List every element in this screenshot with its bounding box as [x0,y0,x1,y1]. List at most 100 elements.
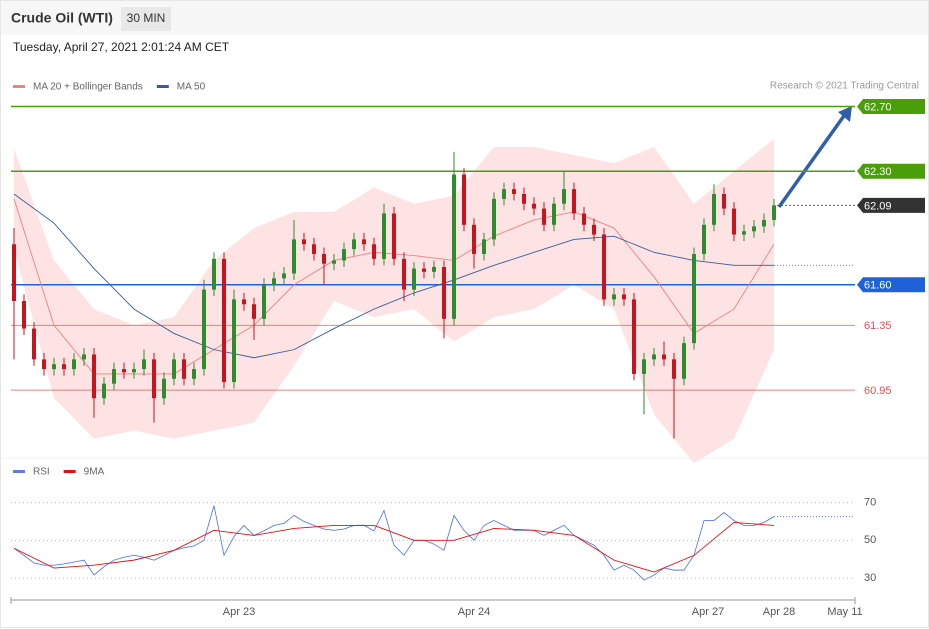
candle-body [362,239,366,245]
candle-body [442,266,446,319]
legend-label: 9MA [84,467,105,478]
candle-body [242,299,246,305]
candle-body [222,258,226,383]
y-tick-label: 50 [864,534,876,546]
candle-body [252,304,256,319]
candle-body [712,194,716,225]
legend-label: RSI [33,467,50,478]
x-tick-label: Apr 28 [763,606,795,618]
candle-body [112,369,116,384]
candle-body [42,359,46,370]
candle-body [402,258,406,290]
candle-body [582,213,586,225]
candle-body [522,194,526,204]
candle-body [502,189,506,199]
candle-body [12,244,16,301]
candle-body [662,354,666,360]
level-tag [857,98,925,114]
level-label: 62.70 [864,101,892,113]
candle-body [452,174,456,319]
level-label: 60.95 [864,385,892,397]
candle-body [422,268,426,272]
candle-body [192,369,196,379]
timeframe-box[interactable] [121,7,171,31]
ma-line [13,193,774,359]
candle-body [432,266,436,272]
candle-body [142,359,146,370]
x-tick-label: Apr 27 [692,606,724,618]
candle-body [22,300,26,329]
candle-body [62,364,66,370]
candle-body [132,369,136,373]
candle-body [412,268,416,290]
candle-body [672,359,676,379]
legend-swatch [156,85,169,88]
candle-body [682,343,686,379]
candle-body [352,239,356,250]
level-label: 61.35 [864,320,892,332]
candle-body [472,224,476,254]
candle-body [382,213,386,259]
level-tag [857,277,925,293]
candle-body [342,249,346,261]
candle-body [652,354,656,360]
x-tick-label: Apr 23 [223,606,255,618]
candle-body [122,369,126,373]
level-tag [857,163,925,179]
candle-body [462,174,466,225]
candle-body [542,208,546,225]
forecast-arrow-head [838,106,852,122]
candle-body [592,224,596,235]
datetime: Tuesday, April 27, 2021 2:01:24 AM CET [13,40,230,54]
legend-label: MA 20 + Bollinger Bands [33,82,143,93]
y-tick-label: 30 [864,572,876,584]
candle-body [512,189,516,195]
candle-body [562,189,566,204]
candle-body [732,208,736,235]
candle-body [202,289,206,370]
legend-swatch [13,470,25,473]
candle-body [172,359,176,379]
candle-body [292,239,296,274]
candle-body [722,194,726,209]
candle-body [372,244,376,259]
candle-body [232,299,236,383]
candle-body [622,294,626,300]
candle-body [322,253,326,264]
candle-body [272,278,276,285]
rsi-line [13,505,775,581]
candle-body [632,299,636,374]
level-label: 61.60 [864,280,892,292]
candle-body [262,284,266,319]
candle-body [52,364,56,370]
last-price-tag [857,197,925,213]
candle-body [762,219,766,227]
timeframe[interactable]: 30 MIN [127,11,166,25]
candle-body [82,354,86,360]
candle-body [32,328,36,360]
candle-body [532,203,536,209]
candle-body [392,213,396,259]
legend-swatch [63,470,76,473]
candle-body [282,273,286,279]
candle-body [752,226,756,232]
candle-body [152,359,156,399]
candle-body [332,260,336,264]
candle-body [772,205,776,220]
candle-body [162,378,166,399]
candle-body [492,198,496,240]
legend-swatch [13,85,25,88]
credit: Research © 2021 Trading Central [770,81,919,92]
candle-body [552,203,556,225]
candle-body [702,224,706,254]
x-tick-label: May 11 [827,606,862,618]
candle-body [692,253,696,344]
candle-body [602,234,606,300]
candle-body [72,359,76,370]
y-tick-label: 70 [864,497,876,509]
candle-body [742,231,746,235]
last-price-label: 62.09 [864,200,892,212]
candle-body [182,359,186,379]
